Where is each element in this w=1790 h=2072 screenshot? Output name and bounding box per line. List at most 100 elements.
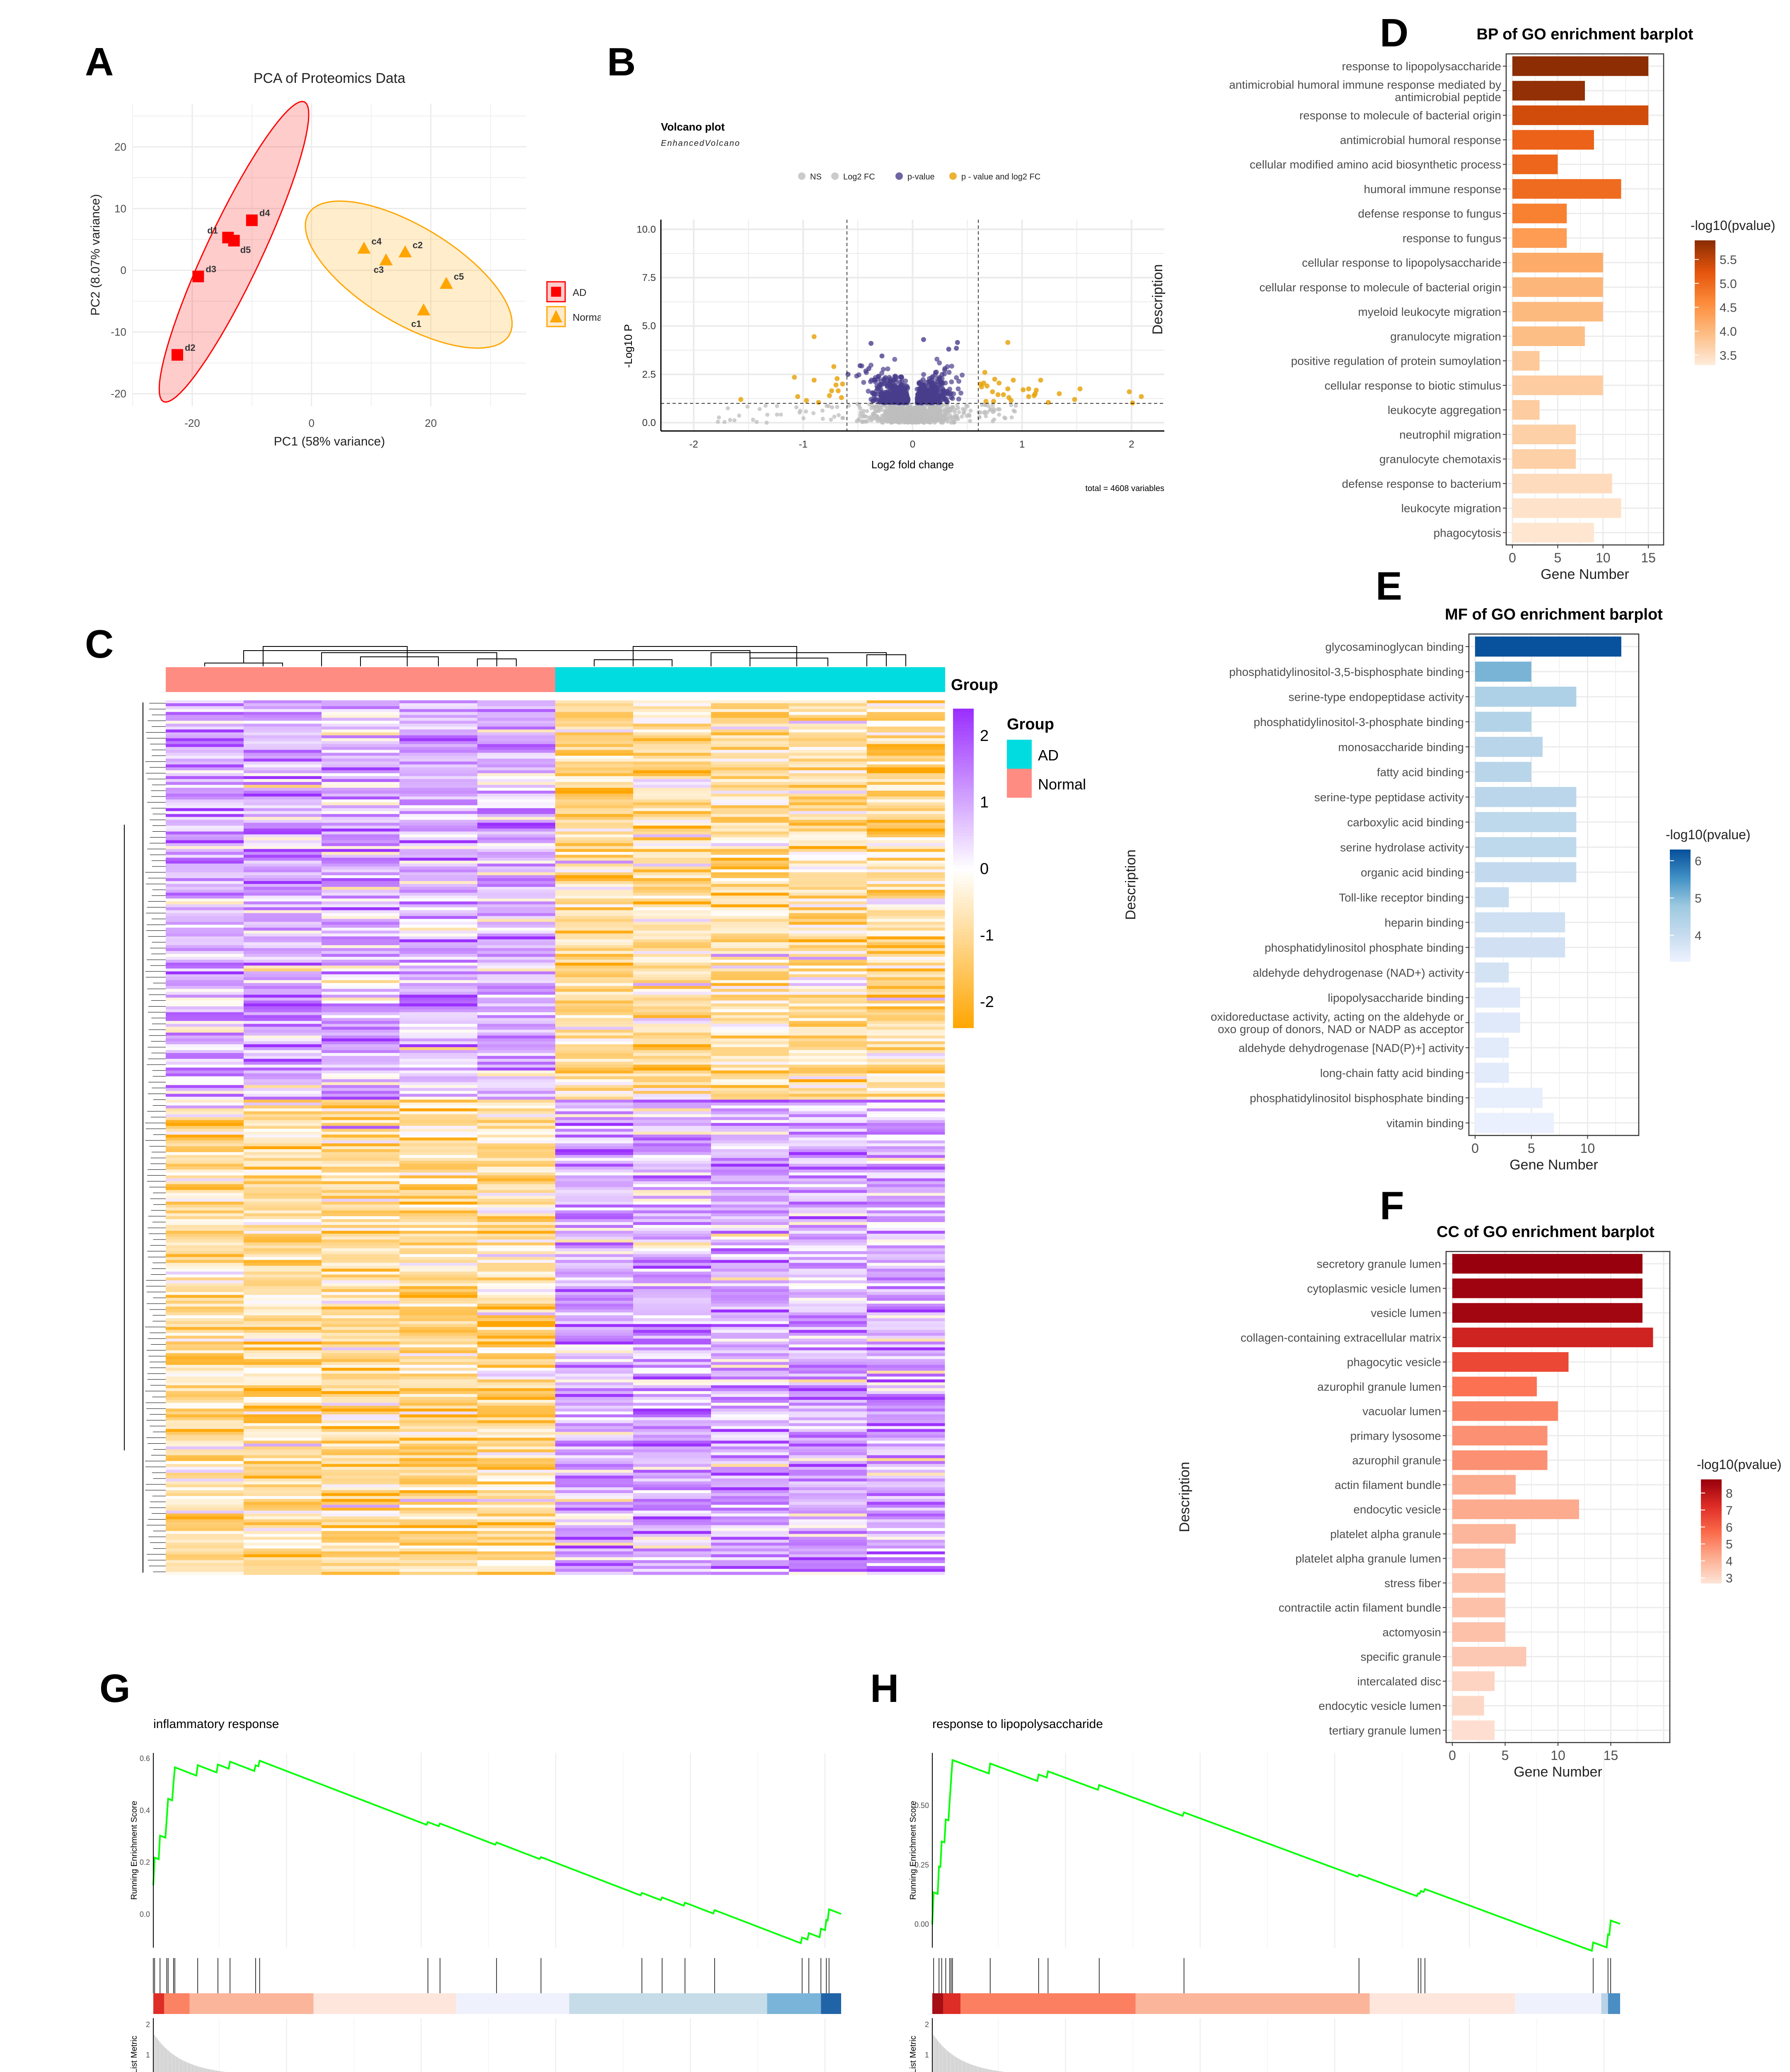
colorbar-segment (953, 766, 974, 770)
heatmap-cell (633, 954, 711, 957)
heatmap-cell (867, 933, 945, 937)
heatmap-cell (166, 1216, 244, 1220)
heatmap-cell (322, 890, 400, 893)
colorbar-segment (953, 961, 974, 964)
heatmap-cell (244, 1432, 322, 1435)
heatmap-cell (399, 1440, 478, 1444)
heatmap-cell (711, 1438, 789, 1441)
heatmap-cell (555, 1190, 634, 1193)
colorbar-segment (953, 709, 974, 712)
heatmap-cell (789, 1056, 867, 1059)
heatmap-cell (322, 1499, 400, 1502)
heatmap-cell (867, 1493, 945, 1496)
log2fc-point (751, 417, 755, 422)
heatmap-cell (477, 1551, 556, 1555)
heatmap-cell (555, 1344, 634, 1348)
heatmap-cell (477, 791, 556, 794)
heatmap-cell (633, 1557, 711, 1561)
heatmap-cell (633, 1228, 711, 1231)
heatmap-cell (399, 703, 478, 707)
pvalue-point (955, 386, 961, 392)
heatmap-cell (244, 901, 322, 905)
heatmap-cell (399, 1455, 478, 1459)
heatmap-cell (244, 843, 322, 847)
heatmap-cell (244, 936, 322, 940)
heatmap-cell (166, 1417, 244, 1421)
heatmap-cell (867, 1571, 945, 1575)
heatmap-cell (477, 951, 556, 954)
heatmap-cell (711, 843, 789, 847)
heatmap-cell (633, 1190, 711, 1193)
colorbar-segment (953, 887, 974, 891)
heatmap-cell (477, 1382, 556, 1386)
heatmap-cell (555, 1297, 634, 1301)
heatmap-cell (477, 1169, 556, 1173)
heatmap-cell (477, 1266, 556, 1269)
heatmap-cell (633, 1260, 711, 1263)
heatmap-cell (244, 1292, 322, 1295)
x-tick-label: -2 (689, 439, 698, 450)
heatmap-cell (166, 1131, 244, 1135)
heatmap-cell (555, 1251, 634, 1254)
heatmap-cell (633, 1493, 711, 1496)
pvalue-point (866, 388, 871, 394)
heatmap-cell (711, 1499, 789, 1502)
heatmap-cell (555, 1120, 634, 1123)
heatmap-cell (477, 1239, 556, 1243)
heatmap-cell (633, 1519, 711, 1523)
heatmap-cell (867, 1158, 945, 1161)
heatmap-cell (477, 930, 556, 934)
heatmap-cell (633, 1138, 711, 1141)
heatmap-cell (789, 860, 867, 864)
heatmap-cell (477, 1333, 556, 1336)
heatmap-cell (789, 1429, 867, 1432)
heatmap-cell (244, 776, 322, 779)
heatmap-cell (244, 1035, 322, 1039)
heatmap-cell (477, 884, 556, 887)
heatmap-cell (789, 1187, 867, 1191)
heatmap-cell (166, 1234, 244, 1237)
colorbar-segment (953, 983, 974, 987)
heatmap-cell (633, 1522, 711, 1525)
heatmap-cell (711, 959, 789, 963)
heatmap-cell (867, 1065, 945, 1068)
panel-label-c: C (85, 622, 114, 666)
heatmap-cell (633, 1472, 711, 1476)
heatmap-cell (789, 1251, 867, 1254)
heatmap-cell (867, 1134, 945, 1138)
heatmap-cell (867, 799, 945, 803)
heatmap-cell (166, 1012, 244, 1016)
heatmap-cell (166, 1111, 244, 1115)
heatmap-cell (555, 959, 634, 963)
heatmap-cell (322, 724, 400, 727)
log2fc-point (763, 404, 768, 408)
heatmap-cell (166, 1000, 244, 1004)
heatmap-cell (399, 834, 478, 838)
heatmap-cell (166, 1169, 244, 1173)
heatmap-cell (244, 1409, 322, 1412)
heatmap-cell (633, 933, 711, 937)
heatmap-cell (867, 1312, 945, 1316)
heatmap-cell (789, 1321, 867, 1324)
heatmap-cell (789, 1446, 867, 1450)
heatmap-cell (555, 776, 634, 779)
heatmap-cell (477, 1280, 556, 1284)
heatmap-cell (244, 1268, 322, 1272)
pvalue-point (876, 374, 882, 379)
pvalue-point (868, 341, 874, 346)
heatmap-cell (244, 1341, 322, 1345)
heatmap-cell (399, 1458, 478, 1462)
heatmap-cell (322, 936, 400, 940)
heatmap-cell (867, 1487, 945, 1491)
heatmap-cell (244, 907, 322, 910)
heatmap-cell (244, 726, 322, 730)
heatmap-cell (244, 1248, 322, 1251)
heatmap-cell (633, 904, 711, 908)
point-label: c3 (374, 264, 384, 275)
heatmap-cell (633, 1475, 711, 1479)
heatmap-cell (555, 1041, 634, 1045)
pvalue-point (934, 370, 939, 375)
heatmap-cell (555, 738, 634, 741)
heatmap-cell (555, 1263, 634, 1266)
heatmap-cell (477, 898, 556, 902)
